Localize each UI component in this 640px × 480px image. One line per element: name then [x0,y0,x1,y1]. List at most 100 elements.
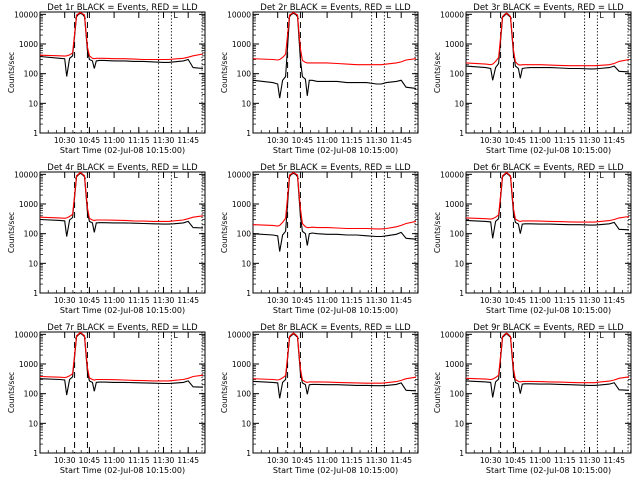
x-axis-label: Start Time (02-Jul-08 10:15:00) [60,146,185,155]
lld-series-line [252,11,417,66]
y-tick-label: 10000 [227,10,251,19]
x-tick-label: 11:00 [529,456,551,465]
x-tick-label: 11:30 [366,296,388,305]
x-tick-label: 11:30 [366,456,388,465]
x-tick-label: 10:30 [267,456,289,465]
y-tick-label: 10 [241,259,251,268]
y-tick-label: 1000 [445,40,464,49]
chart-svg: Det 9r BLACK = Events, RED = LLD 1 10 100 10… [433,323,632,475]
y-tick-label: 1 [246,129,251,138]
x-tick-label: 11:15 [341,296,363,305]
plot-frame [39,331,206,454]
y-tick-label: 1 [33,289,38,298]
chart-svg: Det 3r BLACK = Events, RED = LLD 1 10 100 10… [433,3,632,155]
y-tick-label: 1000 [232,200,251,209]
x-tick-label: 11:15 [128,456,150,465]
panel-title: Det 2r BLACK = Events, RED = LLD [260,3,411,13]
events-series-line [465,172,630,239]
x-tick-label: 10:45 [292,136,314,145]
x-tick-label: 11:45 [390,136,412,145]
x-tick-label: 11:30 [579,456,601,465]
x-tick-label: 11:15 [128,136,150,145]
y-tick-label: 10000 [227,330,251,339]
y-tick-label: 1000 [445,360,464,369]
x-axis-label: Start Time (02-Jul-08 10:15:00) [273,466,398,475]
y-tick-label: 10000 [440,10,464,19]
y-tick-label: 10 [454,419,464,428]
x-tick-label: 11:30 [366,136,388,145]
chart-svg: Det 4r BLACK = Events, RED = LLD 1 10 100 10… [7,163,206,315]
y-tick-label: 10000 [227,170,251,179]
y-axis-label: Counts/sec [7,52,16,93]
y-tick-label: 100 [237,70,252,79]
corner-marker: L [599,171,604,180]
corner-marker: L [173,171,178,180]
y-tick-label: 100 [237,390,252,399]
x-axis-label: Start Time (02-Jul-08 10:15:00) [486,306,611,315]
x-axis-label: Start Time (02-Jul-08 10:15:00) [486,466,611,475]
chart-svg: Det 5r BLACK = Events, RED = LLD 1 10 100 10… [220,163,419,315]
x-tick-label: 11:00 [316,456,338,465]
x-tick-label: 11:15 [341,456,363,465]
y-tick-label: 1000 [445,200,464,209]
panel-title: Det 8r BLACK = Events, RED = LLD [260,323,411,333]
x-tick-label: 11:30 [153,136,175,145]
x-tick-label: 11:00 [316,136,338,145]
y-axis-label: Counts/sec [7,212,16,253]
corner-marker: L [386,171,391,180]
y-tick-label: 10000 [440,170,464,179]
chart-svg: Det 2r BLACK = Events, RED = LLD 1 10 100 10… [220,3,419,155]
y-tick-label: 10 [241,99,251,108]
corner-marker: L [386,11,391,20]
x-tick-label: 10:45 [292,456,314,465]
x-tick-label: 10:45 [505,136,527,145]
y-axis-label: Counts/sec [433,52,442,93]
lld-series-line [465,332,630,384]
lld-series-line [252,171,417,230]
y-tick-label: 10000 [14,170,38,179]
lld-series-line [465,12,630,67]
x-tick-label: 11:15 [554,136,576,145]
detector-panel: Det 8r BLACK = Events, RED = LLD 1 10 100 10… [213,320,426,480]
detector-panel: Det 6r BLACK = Events, RED = LLD 1 10 100 10… [426,160,639,320]
x-axis-label: Start Time (02-Jul-08 10:15:00) [273,306,398,315]
corner-marker: L [173,11,178,20]
events-series-line [39,12,204,77]
lld-series-line [252,332,417,384]
y-tick-label: 1 [459,129,464,138]
detector-panel: Det 1r BLACK = Events, RED = LLD 1 10 100 10… [0,0,213,160]
events-series-line [465,12,630,81]
y-tick-label: 10000 [14,10,38,19]
detector-panel: Det 9r BLACK = Events, RED = LLD 1 10 100 10… [426,320,639,480]
x-tick-label: 10:30 [54,296,76,305]
x-axis-label: Start Time (02-Jul-08 10:15:00) [486,146,611,155]
x-tick-label: 11:45 [603,136,625,145]
plot-frame [465,331,632,454]
x-tick-label: 10:45 [79,136,101,145]
panel-title: Det 7r BLACK = Events, RED = LLD [47,323,198,333]
x-tick-label: 10:30 [267,296,289,305]
y-tick-label: 100 [450,70,465,79]
x-tick-label: 11:15 [341,136,363,145]
x-tick-label: 10:30 [267,136,289,145]
detector-panel: Det 4r BLACK = Events, RED = LLD 1 10 100 10… [0,160,213,320]
x-axis-label: Start Time (02-Jul-08 10:15:00) [60,306,185,315]
lld-series-line [465,171,630,223]
y-tick-label: 100 [24,390,39,399]
x-tick-label: 10:45 [505,456,527,465]
detector-panel: Det 5r BLACK = Events, RED = LLD 1 10 100 10… [213,160,426,320]
y-tick-label: 10000 [14,330,38,339]
chart-svg: Det 6r BLACK = Events, RED = LLD 1 10 100 10… [433,163,632,315]
corner-marker: L [386,331,391,340]
detector-panel: Det 7r BLACK = Events, RED = LLD 1 10 100 10… [0,320,213,480]
corner-marker: L [599,11,604,20]
lld-series-line [39,331,204,382]
plot-frame [39,11,206,134]
y-axis-label: Counts/sec [7,372,16,413]
x-tick-label: 10:45 [79,296,101,305]
y-axis-label: Counts/sec [433,372,442,413]
y-tick-label: 100 [24,70,39,79]
corner-marker: L [599,331,604,340]
y-axis-label: Counts/sec [220,52,229,93]
x-tick-label: 11:00 [316,296,338,305]
